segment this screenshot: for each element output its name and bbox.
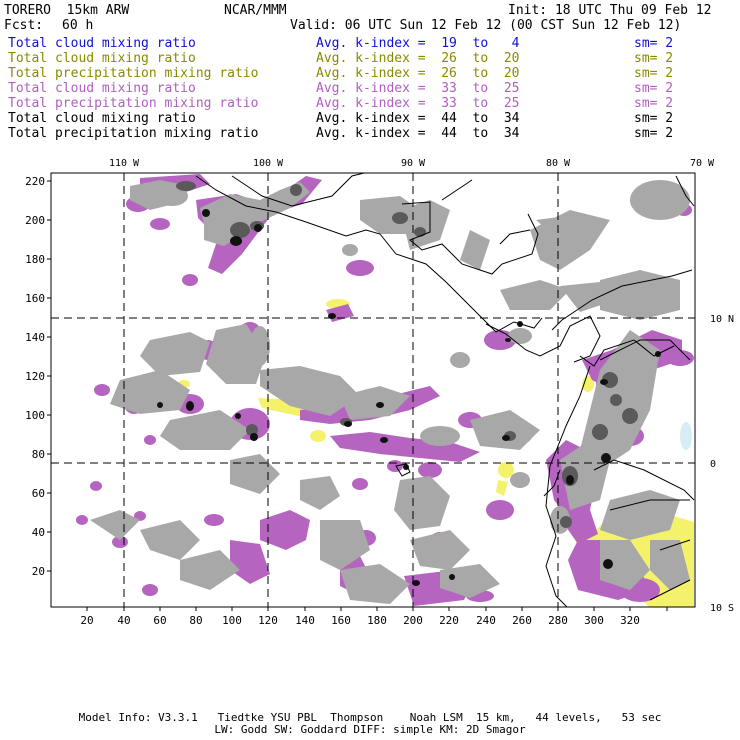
legend-3-sm: sm= 2 bbox=[634, 66, 674, 81]
y-tick-label: 80 bbox=[32, 448, 45, 461]
legend-3-kindex: Avg. k-index = 26 to 20 bbox=[316, 66, 520, 81]
legend-1-sm: sm= 2 bbox=[634, 36, 674, 51]
y-tick-label: 180 bbox=[25, 253, 45, 266]
y-tick-label: 160 bbox=[25, 292, 45, 305]
gray-shading bbox=[90, 180, 690, 604]
init-time: Init: 18 UTC Thu 09 Feb 12 bbox=[508, 3, 712, 18]
x-tick-label: 300 bbox=[584, 614, 604, 627]
x-tick-label: 320 bbox=[620, 614, 640, 627]
x-tick-labels: 20 40 60 80 100 120 140 160 180 200 220 … bbox=[80, 614, 640, 627]
x-tick-label: 120 bbox=[258, 614, 278, 627]
y-tick-labels: 220 200 180 160 140 120 100 80 60 40 20 bbox=[25, 175, 45, 578]
x-tick-label: 20 bbox=[80, 614, 93, 627]
legend-6-kindex: Avg. k-index = 44 to 34 bbox=[316, 111, 520, 126]
lon-label-110w: 110 W bbox=[109, 158, 140, 169]
x-tick-label: 180 bbox=[367, 614, 387, 627]
valid-time: Valid: 06 UTC Sun 12 Feb 12 (00 CST Sun … bbox=[290, 18, 682, 33]
x-tick-label: 140 bbox=[295, 614, 315, 627]
y-tick-label: 220 bbox=[25, 175, 45, 188]
legend-7-kindex: Avg. k-index = 44 to 34 bbox=[316, 126, 520, 141]
x-tick-label: 280 bbox=[548, 614, 568, 627]
legend-4-sm: sm= 2 bbox=[634, 81, 674, 96]
lon-label-100w: 100 W bbox=[253, 158, 284, 169]
lat-label-10n: 10 N bbox=[710, 314, 734, 325]
y-tick-label: 40 bbox=[32, 526, 45, 539]
x-tick-label: 80 bbox=[189, 614, 202, 627]
legend-5-kindex: Avg. k-index = 33 to 25 bbox=[316, 96, 520, 111]
organization-label: NCAR/MMM bbox=[224, 3, 287, 18]
legend-1-kindex: Avg. k-index = 19 to 4 bbox=[316, 36, 520, 51]
model-info-line-2: LW: Godd SW: Goddard DIFF: simple KM: 2D… bbox=[214, 723, 526, 736]
tick-marks bbox=[47, 180, 668, 611]
legend-2-name: Total cloud mixing ratio bbox=[8, 51, 196, 66]
legend-2-sm: sm= 2 bbox=[634, 51, 674, 66]
legend-3-name: Total precipitation mixing ratio bbox=[8, 66, 259, 81]
y-tick-label: 100 bbox=[25, 409, 45, 422]
legend-5-sm: sm= 2 bbox=[634, 96, 674, 111]
legend-2-kindex: Avg. k-index = 26 to 20 bbox=[316, 51, 520, 66]
x-tick-label: 40 bbox=[117, 614, 130, 627]
model-info-line-1: Model Info: V3.3.1 Tiedtke YSU PBL Thomp… bbox=[78, 711, 662, 724]
legend-6-name: Total cloud mixing ratio bbox=[8, 111, 196, 126]
y-tick-label: 20 bbox=[32, 565, 45, 578]
x-tick-label: 160 bbox=[331, 614, 351, 627]
legend-7-name: Total precipitation mixing ratio bbox=[8, 126, 259, 141]
x-tick-label: 100 bbox=[222, 614, 242, 627]
x-tick-label: 240 bbox=[476, 614, 496, 627]
lat-label-equator: 0 bbox=[710, 459, 716, 470]
lat-lon-grid bbox=[51, 173, 695, 607]
x-tick-label: 220 bbox=[439, 614, 459, 627]
x-tick-label: 60 bbox=[153, 614, 166, 627]
legend-6-sm: sm= 2 bbox=[634, 111, 674, 126]
lon-label-70w: 70 W bbox=[690, 158, 715, 169]
legend-5-name: Total precipitation mixing ratio bbox=[8, 96, 259, 111]
forecast-hour: 60 h bbox=[62, 18, 94, 33]
coastlines bbox=[195, 173, 695, 607]
y-tick-label: 120 bbox=[25, 370, 45, 383]
legend-7-sm: sm= 2 bbox=[634, 126, 674, 141]
legend-4-name: Total cloud mixing ratio bbox=[8, 81, 196, 96]
model-title: TORERO 15km ARW bbox=[4, 3, 130, 18]
map-frame bbox=[50, 172, 696, 608]
y-tick-label: 140 bbox=[25, 331, 45, 344]
legend-4-kindex: Avg. k-index = 33 to 25 bbox=[316, 81, 520, 96]
y-tick-label: 200 bbox=[25, 214, 45, 227]
y-tick-label: 60 bbox=[32, 487, 45, 500]
lon-label-80w: 80 W bbox=[546, 158, 571, 169]
lat-label-10s: 10 S bbox=[710, 603, 734, 614]
x-tick-label: 200 bbox=[403, 614, 423, 627]
forecast-label: Fcst: bbox=[4, 18, 44, 33]
x-tick-label: 260 bbox=[512, 614, 532, 627]
black-cores bbox=[157, 209, 661, 586]
legend-1-name: Total cloud mixing ratio bbox=[8, 36, 196, 51]
lon-label-90w: 90 W bbox=[401, 158, 426, 169]
